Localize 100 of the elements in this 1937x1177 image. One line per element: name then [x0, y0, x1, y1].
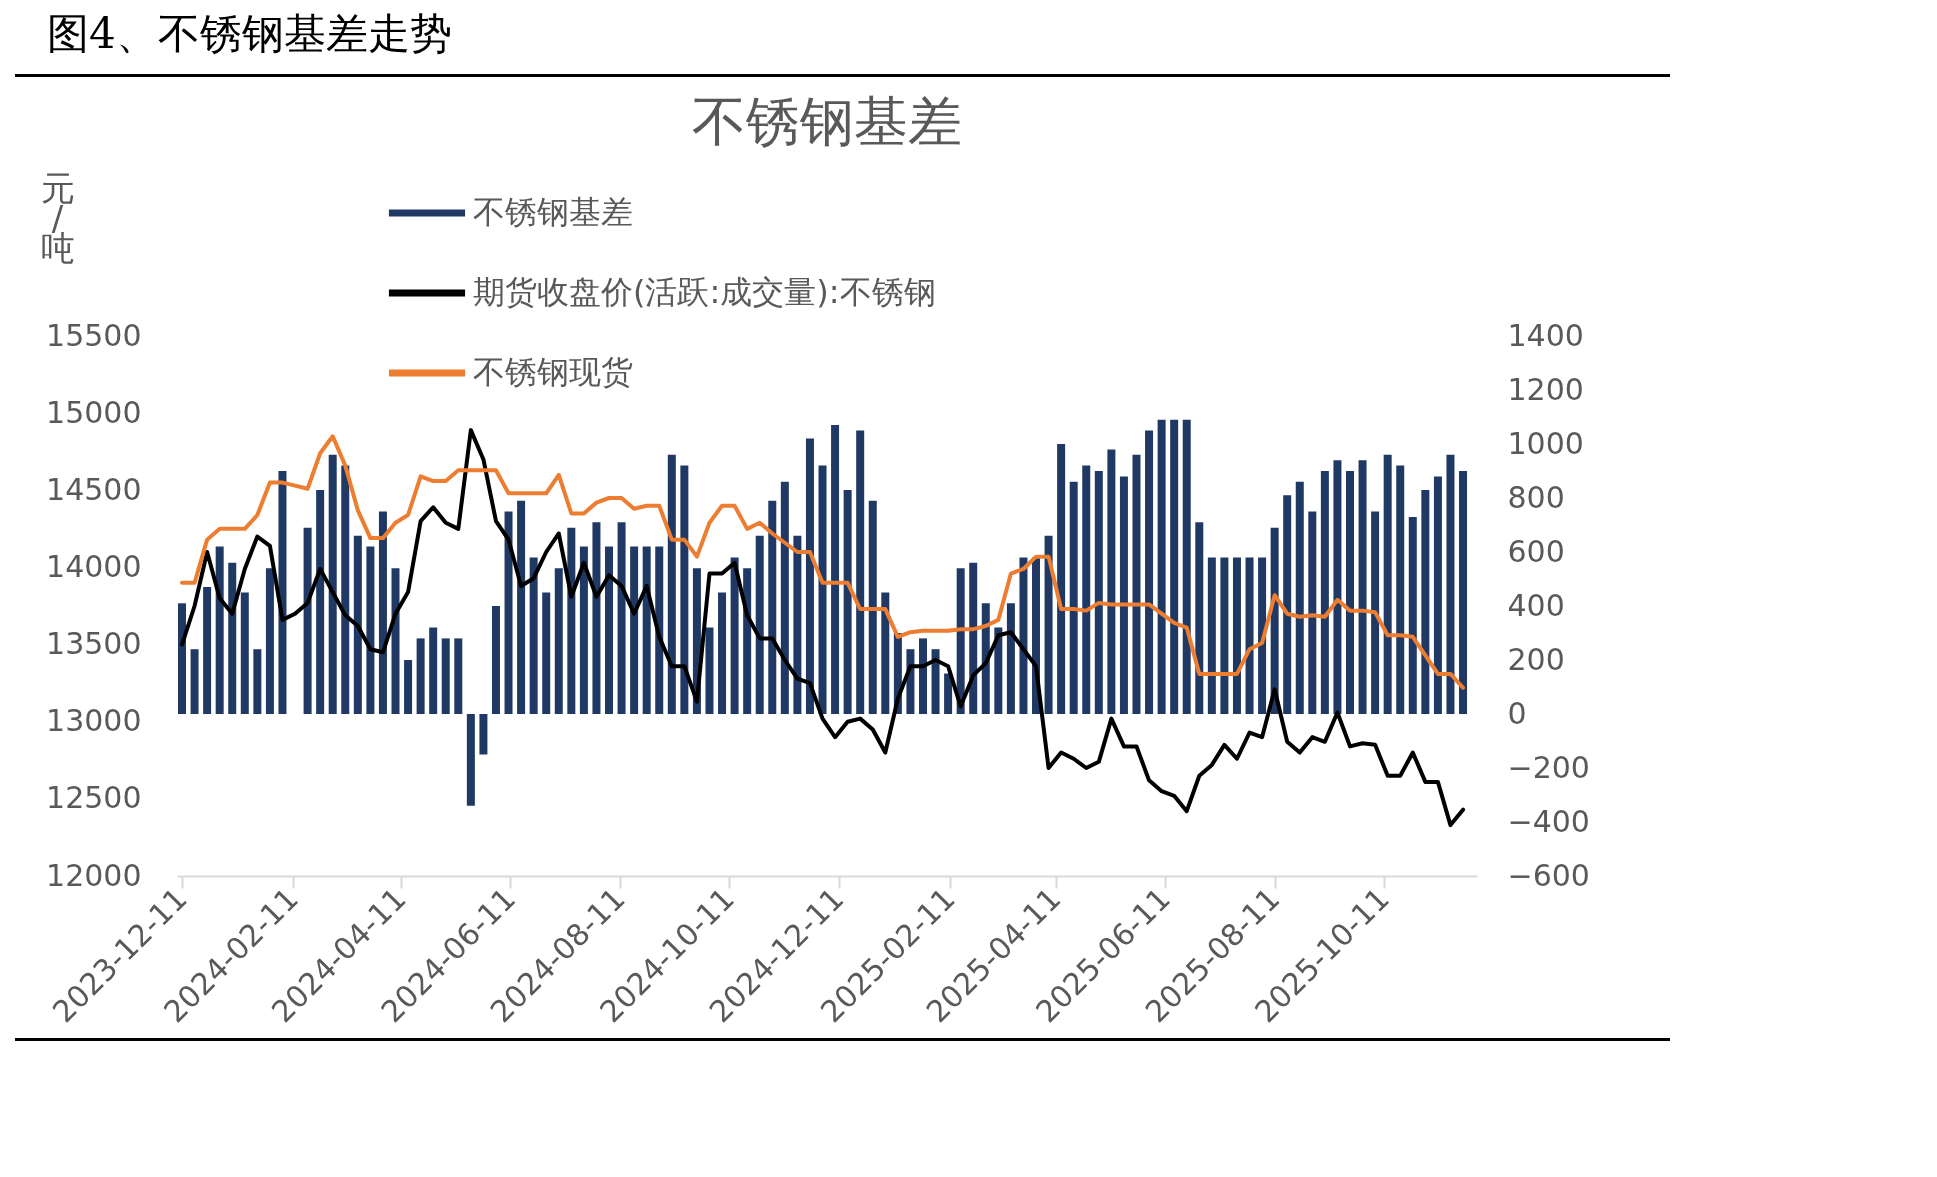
- chart-title: 图4、不锈钢基差走势: [15, 0, 1670, 77]
- bar: [1044, 535, 1053, 714]
- bar: [441, 638, 450, 714]
- bar: [491, 606, 500, 714]
- bar: [1094, 471, 1103, 714]
- bar: [1220, 557, 1229, 714]
- y-axis-title: 元/吨: [40, 167, 75, 268]
- legend-label: 不锈钢现货: [473, 353, 633, 391]
- bar: [1057, 444, 1066, 714]
- bar: [554, 568, 563, 714]
- line-series: [180, 434, 1466, 690]
- bar: [1433, 476, 1442, 714]
- bar: [592, 522, 601, 714]
- bar: [228, 562, 237, 714]
- bar: [178, 603, 186, 714]
- bar: [466, 714, 475, 806]
- bar: [1132, 454, 1141, 714]
- bar: [454, 638, 463, 714]
- bar: [1371, 511, 1380, 714]
- y-tick-label: 14000: [46, 548, 142, 584]
- bar: [1295, 481, 1304, 714]
- bar: [1333, 460, 1342, 714]
- bar: [1019, 557, 1028, 714]
- bar: [605, 546, 614, 714]
- bar: [542, 592, 551, 714]
- y-tick-label: 12500: [46, 780, 142, 816]
- bar: [667, 454, 676, 714]
- line-series: [180, 428, 1466, 828]
- bar: [353, 535, 362, 714]
- bar: [366, 546, 375, 714]
- bar: [1258, 557, 1267, 714]
- bar: [316, 489, 325, 714]
- bar: [1119, 476, 1128, 714]
- y-tick-label: 13000: [46, 703, 142, 739]
- bar: [881, 592, 890, 714]
- bar: [868, 500, 877, 714]
- bar: [341, 465, 350, 714]
- bar: [705, 627, 714, 714]
- bar: [1320, 471, 1329, 714]
- bar: [1107, 449, 1116, 714]
- bar: [768, 500, 777, 714]
- bar: [1283, 495, 1292, 714]
- bar: [404, 660, 413, 714]
- bar: [680, 465, 689, 714]
- bar: [642, 546, 651, 714]
- bar: [918, 638, 927, 714]
- bar: [1396, 465, 1405, 714]
- bar: [579, 546, 588, 714]
- bar: [718, 592, 727, 714]
- bar: [780, 481, 789, 714]
- bar: [1207, 557, 1216, 714]
- y-tick-label: 14500: [46, 471, 142, 507]
- y2-tick-label: 400: [1507, 587, 1565, 623]
- bar: [1446, 454, 1455, 714]
- y-tick-label: 12000: [46, 857, 142, 893]
- bar: [1182, 419, 1191, 714]
- bar: [730, 557, 739, 714]
- bar: [655, 546, 664, 714]
- bar: [755, 535, 764, 714]
- bar: [969, 562, 978, 714]
- bar: [1358, 460, 1367, 714]
- bar: [215, 546, 224, 714]
- bar: [994, 627, 1003, 714]
- bar: [429, 627, 438, 714]
- bar: [504, 511, 513, 714]
- bar: [743, 568, 752, 714]
- bar: [1232, 557, 1241, 714]
- bar: [567, 527, 576, 714]
- bar: [630, 546, 639, 714]
- bar: [529, 557, 538, 714]
- bar: [203, 587, 212, 714]
- bar: [1082, 465, 1091, 714]
- bar: [190, 649, 199, 714]
- bar: [1170, 419, 1179, 714]
- bar: [617, 522, 626, 714]
- bar: [265, 568, 274, 714]
- bar: [303, 527, 312, 714]
- bar: [805, 438, 814, 714]
- legend-label: 期货收盘价(活跃:成交量):不锈钢: [473, 273, 936, 311]
- y-tick-label: 15000: [46, 394, 142, 430]
- bar: [856, 430, 865, 714]
- bar: [1346, 471, 1354, 714]
- bar: [1459, 471, 1468, 714]
- bar: [1383, 454, 1392, 714]
- bar: [1308, 511, 1317, 714]
- y2-tick-label: 1400: [1507, 317, 1584, 353]
- bar: [931, 649, 940, 714]
- y2-tick-label: 0: [1507, 695, 1527, 731]
- bar: [328, 454, 337, 714]
- bar: [378, 511, 387, 714]
- bar: [278, 471, 287, 714]
- y2-tick-label: −400: [1507, 803, 1590, 839]
- bar: [240, 592, 249, 714]
- bar: [391, 568, 400, 714]
- y-tick-label: 15500: [46, 317, 142, 353]
- bar: [1421, 489, 1430, 714]
- bar: [944, 673, 953, 714]
- y2-tick-label: −200: [1507, 749, 1590, 785]
- y2-tick-label: 800: [1507, 479, 1565, 515]
- bar: [416, 638, 425, 714]
